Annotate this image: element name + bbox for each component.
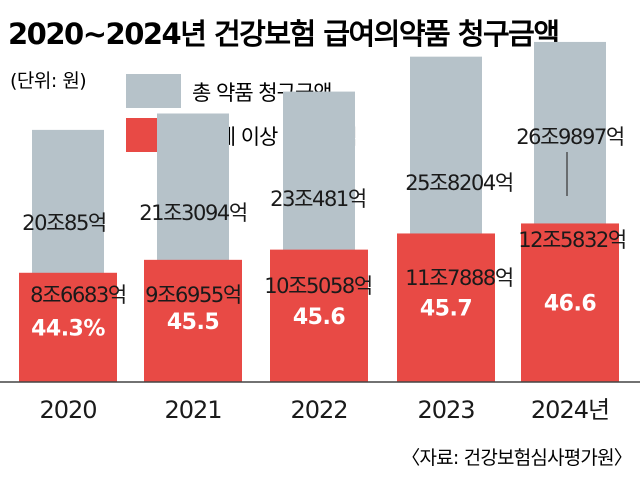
- bar-senior-2021: [144, 259, 242, 382]
- senior-value-label: 9조6955억: [145, 283, 241, 307]
- total-value-label: 20조85억: [22, 211, 106, 235]
- bar-senior-2020: [19, 272, 117, 382]
- unit-label: (단위: 원): [10, 70, 86, 92]
- chart-marks: 20조85억 8조6683억 44.3% 2020 21조3094억 9조6955억 45.…: [0, 41, 640, 424]
- senior-value-label: 12조5832억: [518, 228, 626, 252]
- bar-senior-2022: [270, 249, 368, 382]
- senior-share-label: 46.6: [544, 292, 596, 317]
- bar-senior-2023: [397, 233, 495, 382]
- senior-share-label: 44.3%: [31, 316, 105, 341]
- bar-senior-2024년: [521, 223, 619, 382]
- x-tick-label: 2021: [164, 396, 221, 424]
- x-tick-label: 2020: [39, 396, 96, 424]
- total-value-label: 25조8204억: [405, 171, 513, 195]
- senior-value-label: 11조7888억: [405, 266, 513, 290]
- total-value-label: 21조3094억: [139, 201, 247, 225]
- x-tick-label: 2022: [290, 396, 347, 424]
- total-value-label: 23조481억: [270, 187, 366, 211]
- legend-swatch-total: [126, 74, 181, 108]
- senior-value-label: 8조6683억: [30, 283, 126, 307]
- x-tick-label: 2024년: [531, 396, 609, 424]
- senior-share-label: 45.5: [167, 310, 219, 335]
- senior-share-label: 45.7: [420, 297, 472, 322]
- total-value-label: 26조9897억: [516, 125, 624, 149]
- chart-title: 2020~2024년 건강보험 급여의약품 청구금액: [8, 17, 559, 51]
- senior-share-label: 45.6: [293, 305, 345, 330]
- source-note: 〈자료: 건강보험심사평가원〉: [401, 447, 632, 469]
- senior-value-label: 10조5058억: [264, 274, 372, 298]
- x-tick-label: 2023: [417, 396, 474, 424]
